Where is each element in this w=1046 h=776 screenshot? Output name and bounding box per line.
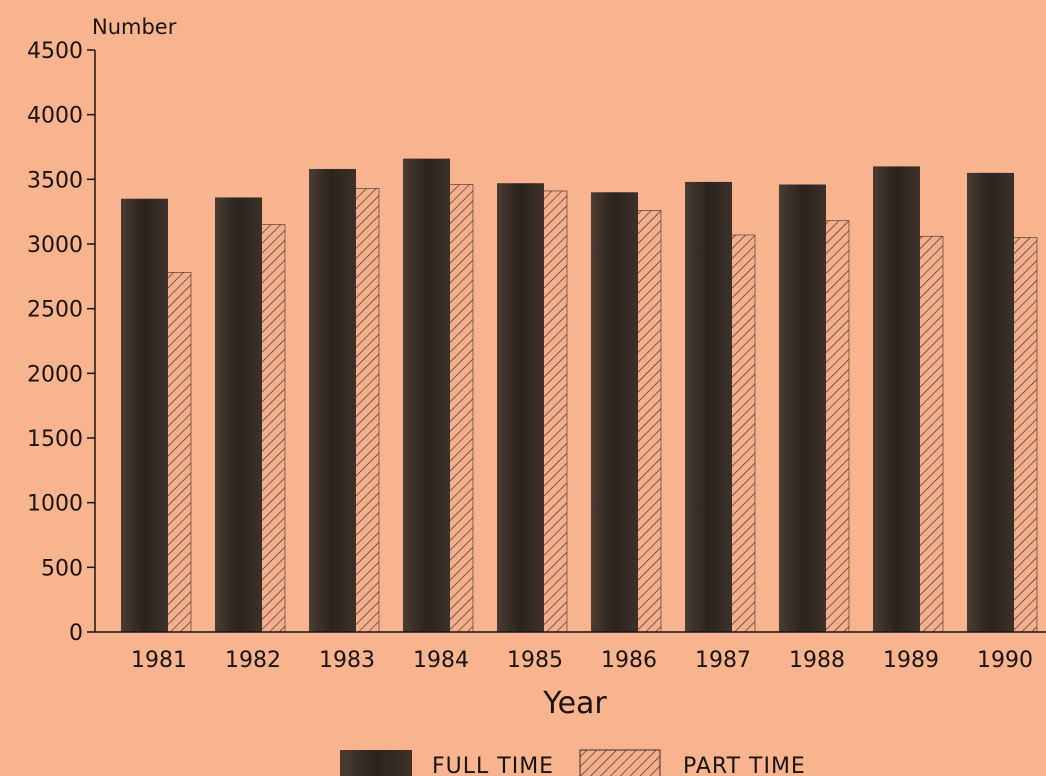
bar-part-time-1990 — [1009, 237, 1038, 633]
bar-full-time-1987 — [685, 181, 732, 633]
x-tick-label: 1981 — [131, 648, 187, 673]
legend: FULL TIME PART TIME — [340, 749, 806, 776]
y-tick-label: 1000 — [27, 492, 83, 517]
y-tick-label: 3500 — [27, 168, 83, 193]
x-tick-label: 1987 — [695, 648, 751, 673]
bar-part-time-1984 — [445, 184, 474, 633]
x-tick-label: 1988 — [789, 648, 845, 673]
bar-full-time-1990 — [967, 172, 1014, 632]
y-tick-label: 1500 — [27, 427, 83, 452]
y-tick-label: 4000 — [27, 104, 83, 129]
bar-full-time-1986 — [591, 192, 638, 632]
x-axis-title: Year — [542, 686, 607, 721]
bar-part-time-1981 — [163, 272, 192, 633]
legend-label-part-time: PART TIME — [683, 754, 806, 776]
bar-full-time-1983 — [309, 168, 356, 632]
x-axis: 1981 1982 1983 1984 1985 1986 1987 1988 1989 1990 — [95, 631, 1046, 673]
y-tick-label: 4500 — [27, 39, 83, 64]
x-tick-label: 1983 — [319, 648, 375, 673]
y-axis: 0 500 1000 1500 2000 2500 3000 3500 4000 4500 — [27, 39, 96, 646]
bar-part-time-1985 — [539, 190, 568, 633]
bar-full-time-1988 — [779, 184, 826, 633]
bar-full-time-1985 — [497, 183, 544, 633]
y-tick-label: 2000 — [27, 362, 83, 387]
bar-full-time-1982 — [215, 197, 262, 632]
x-tick-label: 1982 — [225, 648, 281, 673]
y-tick-label: 2500 — [27, 298, 83, 323]
y-tick-label: 3000 — [27, 233, 83, 258]
x-tick-label: 1986 — [601, 648, 657, 673]
x-tick-label: 1984 — [413, 648, 469, 673]
bar-part-time-1989 — [915, 235, 944, 633]
x-tick-label: 1985 — [507, 648, 563, 673]
bar-part-time-1983 — [351, 188, 380, 633]
bar-part-time-1988 — [821, 220, 850, 633]
y-tick-label: 0 — [69, 621, 83, 646]
bar-part-time-1986 — [633, 210, 662, 633]
bars — [121, 158, 1038, 633]
bar-full-time-1989 — [873, 166, 920, 632]
legend-label-full-time: FULL TIME — [432, 754, 554, 776]
x-tick-label: 1989 — [883, 648, 939, 673]
bar-part-time-1982 — [257, 224, 286, 633]
bar-part-time-1987 — [727, 234, 756, 633]
legend-swatch-part-time — [579, 749, 661, 776]
y-tick-label: 500 — [41, 556, 83, 581]
x-tick-label: 1990 — [977, 648, 1033, 673]
legend-swatch-full-time — [340, 750, 412, 776]
y-axis-title: Number — [92, 15, 177, 39]
bar-full-time-1984 — [403, 158, 450, 632]
bar-full-time-1981 — [121, 198, 168, 632]
